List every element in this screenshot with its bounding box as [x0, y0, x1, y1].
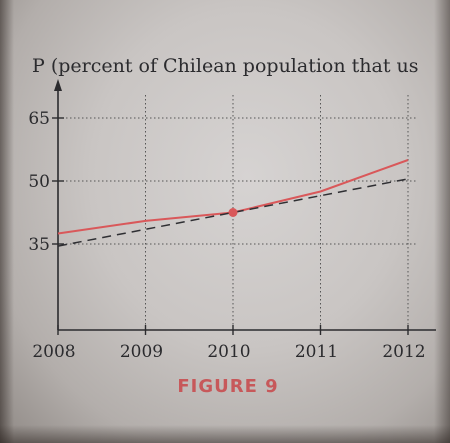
x-tick-label: 2012	[382, 342, 425, 362]
x-tick-label: 2011	[295, 342, 338, 362]
figure-caption: FIGURE 9	[177, 376, 278, 397]
chart-title: P (percent of Chilean population that us	[32, 55, 419, 77]
axes	[52, 79, 436, 335]
highlight-point	[228, 208, 238, 217]
y-tick-label: 50	[28, 172, 50, 192]
tick-labels: 35 50 65 2008 2009 2010 2011 2012	[28, 109, 425, 362]
x-tick-label: 2010	[207, 342, 250, 362]
y-tick-label: 65	[28, 109, 50, 129]
series	[57, 159, 409, 247]
y-axis-arrow	[54, 79, 62, 91]
y-tick-label: 35	[28, 235, 50, 255]
x-tick-label: 2008	[32, 342, 75, 362]
x-tick-label: 2009	[120, 342, 163, 362]
